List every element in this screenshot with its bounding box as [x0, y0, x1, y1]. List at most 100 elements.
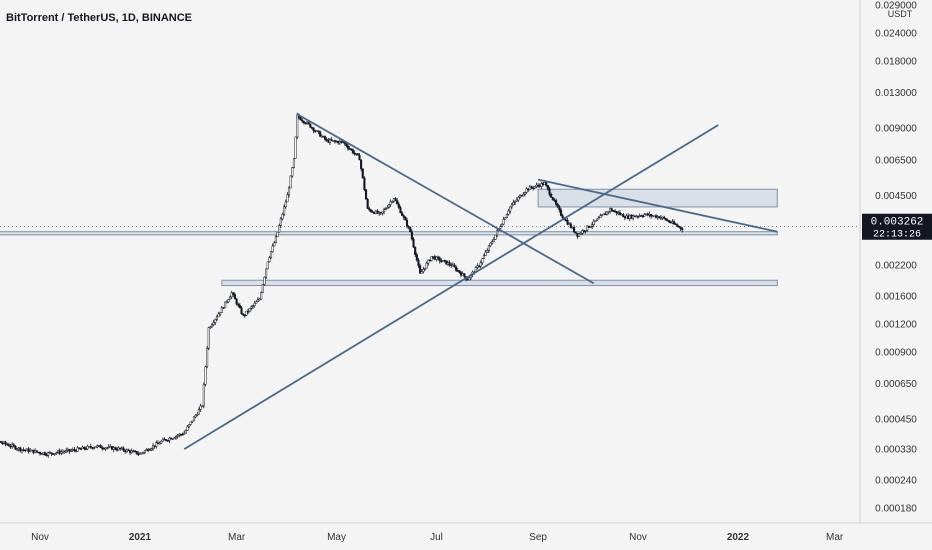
- candle-down: [222, 307, 225, 309]
- x-tick-label: Mar: [826, 532, 844, 543]
- candle: [425, 261, 428, 269]
- candle-down: [369, 209, 372, 212]
- candle-up: [620, 213, 623, 216]
- candle-down: [127, 449, 130, 452]
- trendline[interactable]: [296, 113, 595, 285]
- candle: [643, 212, 646, 217]
- candle-up: [215, 316, 218, 320]
- candle-up: [274, 236, 277, 243]
- candle: [227, 298, 230, 304]
- candle-up: [2, 441, 6, 444]
- candle-down: [527, 188, 530, 191]
- candle-up: [617, 212, 620, 214]
- y-tick-label: 0.004500: [875, 191, 917, 202]
- candle: [500, 223, 504, 228]
- candle-up: [332, 140, 335, 142]
- candle: [188, 424, 191, 429]
- candle: [453, 262, 456, 268]
- candle-up: [384, 208, 387, 210]
- candle-up: [476, 265, 479, 268]
- candle-down: [672, 221, 676, 225]
- candle-up: [230, 292, 233, 298]
- candle: [445, 260, 448, 265]
- candle: [384, 207, 387, 211]
- candle: [574, 231, 577, 234]
- candle: [248, 307, 251, 313]
- candle-down: [396, 200, 399, 205]
- candle: [43, 451, 46, 456]
- candle: [202, 382, 205, 409]
- candle-down: [14, 445, 17, 450]
- candle: [24, 449, 27, 453]
- candle: [197, 407, 200, 415]
- candle-down: [89, 446, 92, 448]
- candle-up: [217, 313, 220, 318]
- candle: [65, 447, 68, 454]
- candle-down: [561, 215, 564, 219]
- candle-down: [443, 260, 446, 262]
- candle-down: [84, 448, 87, 450]
- candle: [484, 250, 487, 256]
- candle: [525, 187, 528, 194]
- candle: [151, 443, 155, 451]
- candle-up: [25, 448, 28, 451]
- candle: [356, 153, 359, 156]
- candle: [233, 292, 237, 300]
- candle-down: [627, 215, 630, 219]
- candle-up: [65, 450, 68, 452]
- candle-up: [70, 450, 73, 452]
- candle: [441, 260, 445, 262]
- candle-down: [232, 292, 235, 295]
- candle-down: [133, 450, 137, 453]
- candle: [515, 197, 518, 203]
- candle-down: [641, 215, 644, 218]
- candle: [78, 447, 81, 450]
- candle: [50, 452, 53, 456]
- candle-up: [191, 420, 194, 423]
- candle-down: [569, 223, 572, 228]
- candle-up: [171, 438, 174, 440]
- trendline[interactable]: [537, 178, 778, 233]
- candle: [386, 205, 389, 210]
- candle-up: [591, 224, 594, 227]
- candle-down: [633, 215, 636, 217]
- candle-up: [509, 206, 512, 212]
- candle: [663, 215, 666, 220]
- candle: [401, 211, 404, 216]
- candle-down: [9, 445, 12, 448]
- y-tick-label: 0.001200: [875, 319, 917, 330]
- candle: [415, 252, 418, 262]
- candle: [322, 135, 325, 138]
- candle: [289, 175, 292, 189]
- level-zone[interactable]: [537, 188, 778, 208]
- candle-up: [255, 301, 258, 304]
- candle: [287, 186, 291, 198]
- candle-up: [265, 268, 268, 278]
- candle-up: [482, 255, 486, 259]
- candle-down: [460, 272, 463, 276]
- candle-down: [153, 445, 156, 447]
- candle: [468, 277, 471, 281]
- candle: [201, 405, 204, 408]
- candle-up: [446, 262, 450, 265]
- candle-up: [143, 450, 146, 453]
- candle: [589, 225, 592, 228]
- candle: [55, 451, 58, 455]
- candle-down: [324, 136, 327, 140]
- candle-down: [45, 454, 48, 456]
- candle: [265, 268, 268, 279]
- level-zone[interactable]: [0, 231, 778, 236]
- y-tick-label: 0.000240: [875, 476, 917, 487]
- level-zone[interactable]: [221, 279, 778, 287]
- last-price-countdown: 22:13:26: [873, 230, 921, 241]
- candle-down: [379, 211, 382, 214]
- x-tick-label: Sep: [529, 532, 547, 543]
- candle-up: [430, 256, 433, 261]
- candle: [463, 273, 466, 279]
- trendline[interactable]: [183, 124, 719, 450]
- candle-down: [537, 184, 540, 187]
- candle-up: [328, 139, 332, 143]
- candle-up: [595, 218, 599, 221]
- candle-up: [543, 182, 546, 186]
